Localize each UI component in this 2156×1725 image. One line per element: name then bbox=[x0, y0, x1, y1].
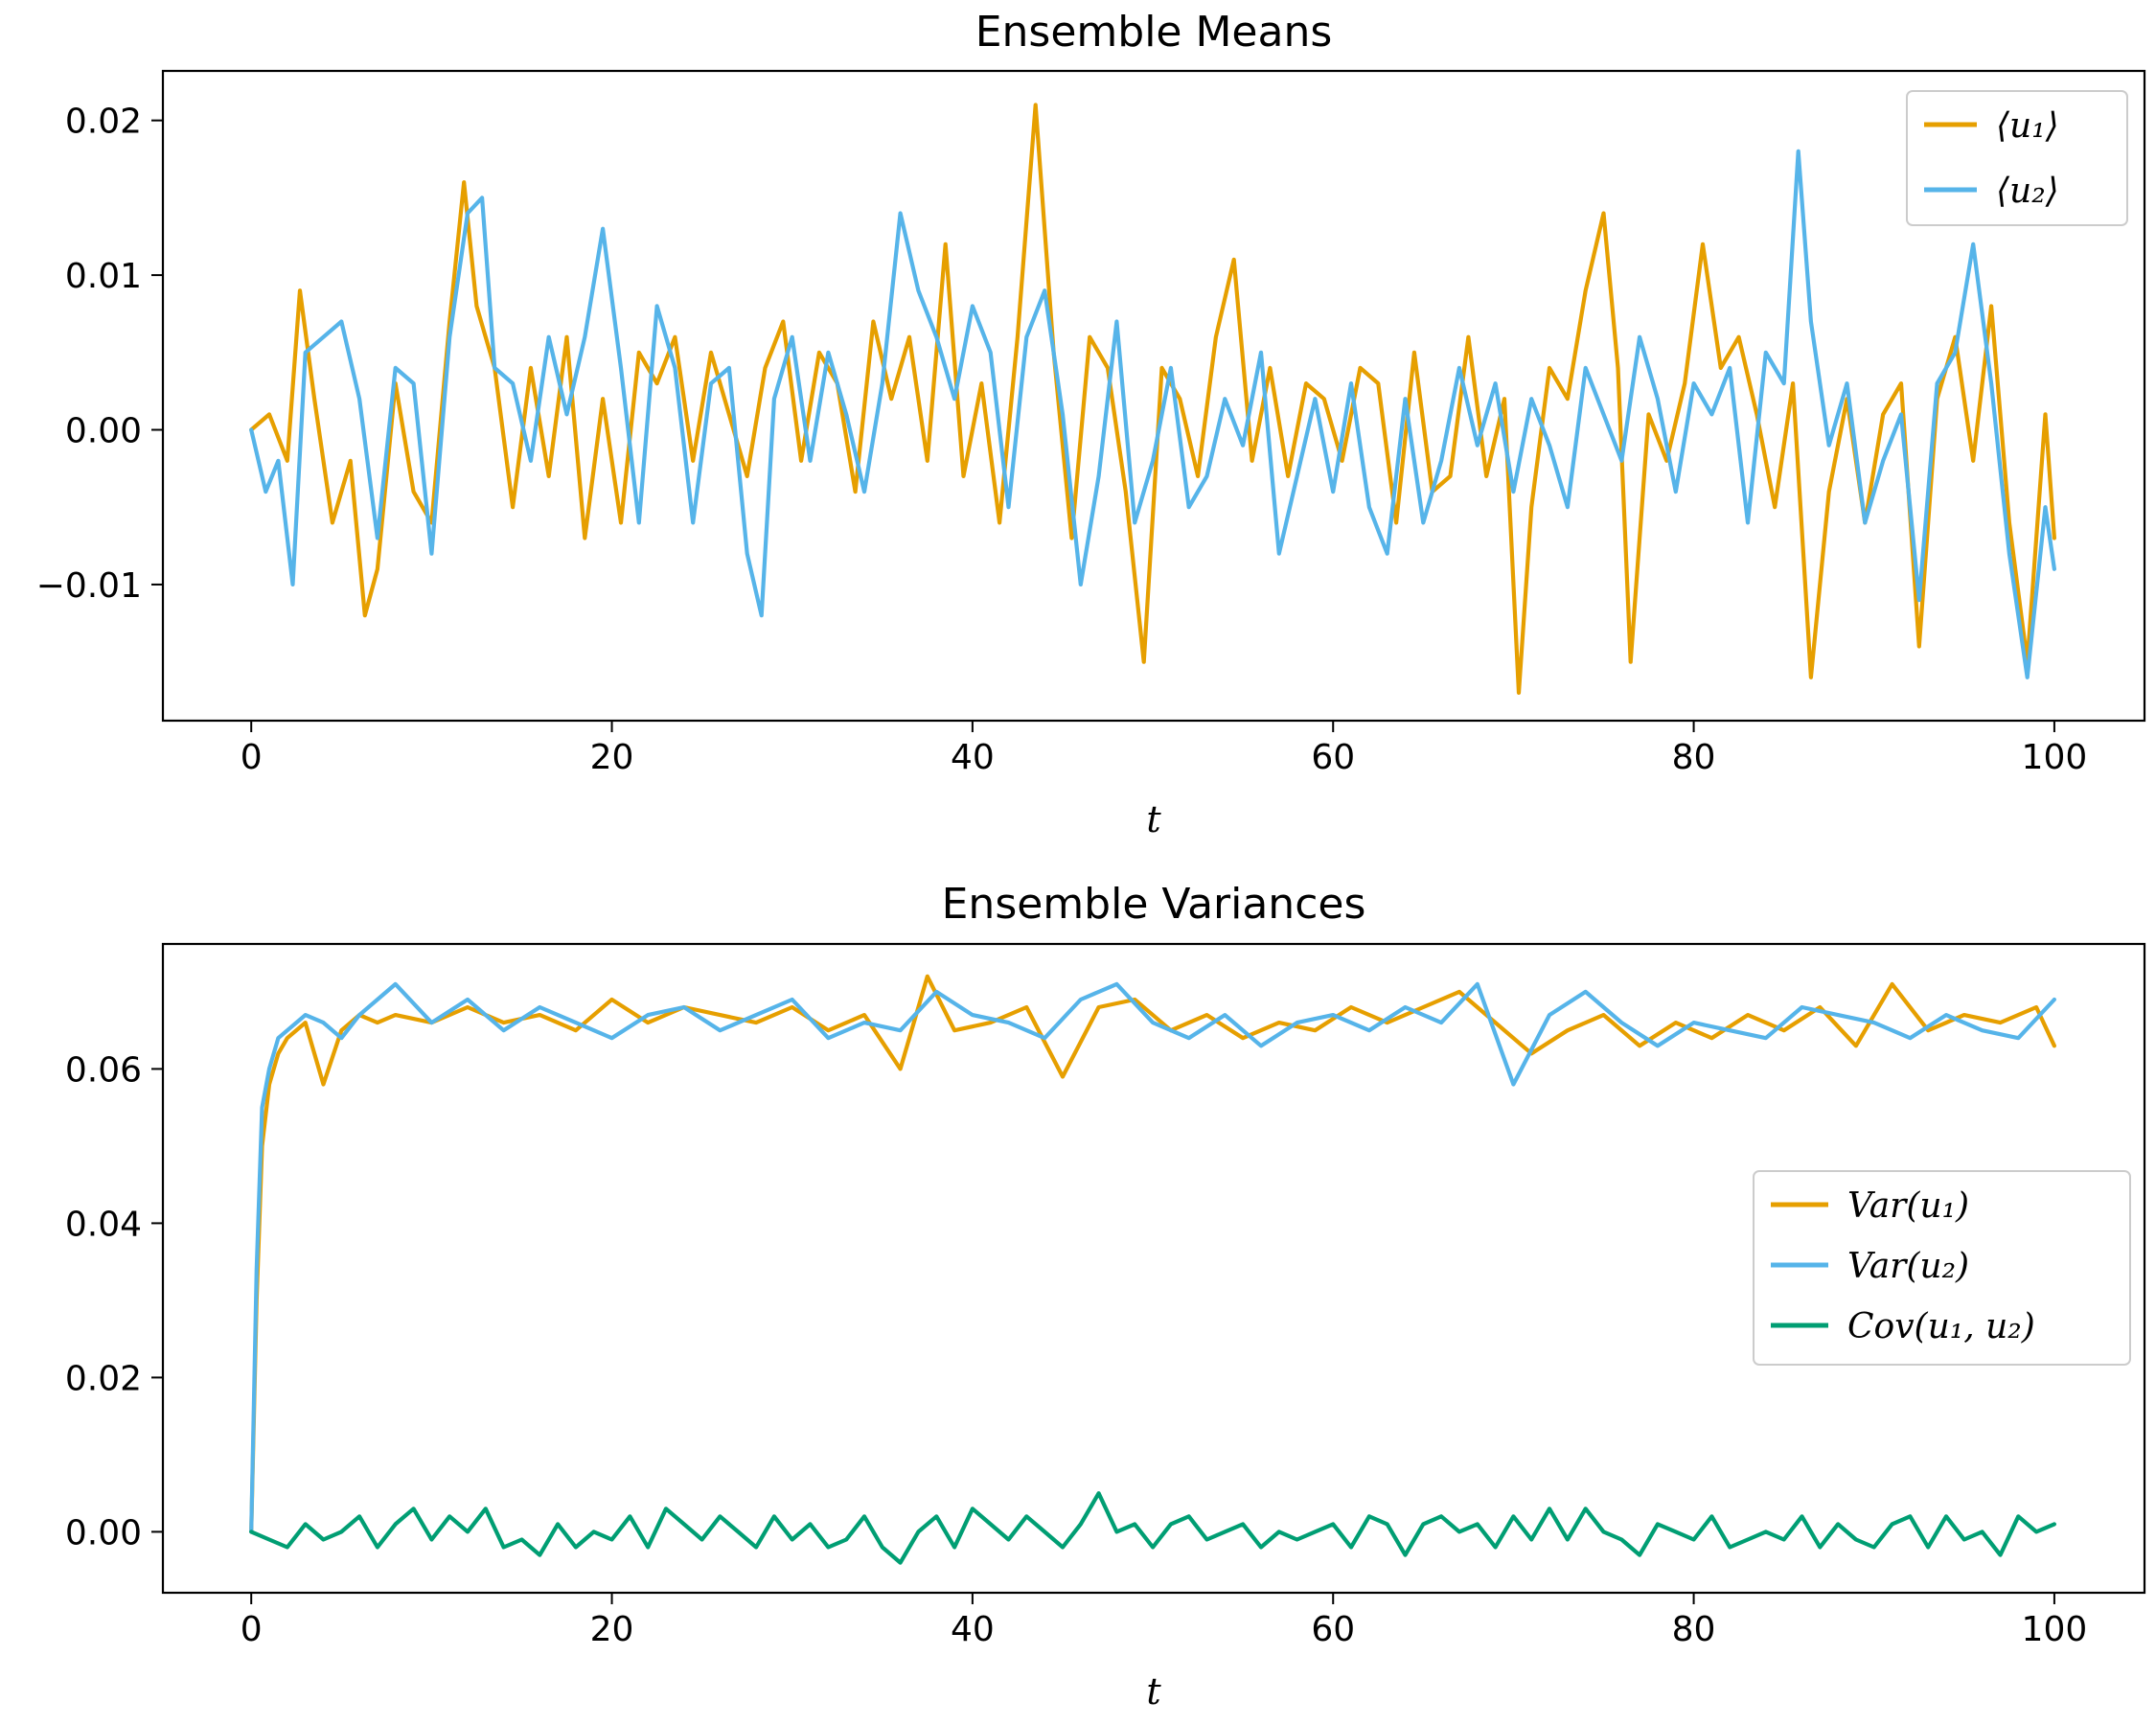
x-tick-label: 100 bbox=[2022, 1610, 2088, 1649]
x-tick-label: 100 bbox=[2022, 738, 2088, 777]
x-tick-label: 20 bbox=[590, 1610, 634, 1649]
legend-label: Cov(u₁, u₂) bbox=[1847, 1307, 2035, 1346]
series-line-2 bbox=[249, 149, 2056, 679]
plot-frame bbox=[161, 942, 2146, 1595]
y-tick-label: 0.00 bbox=[65, 1513, 142, 1552]
chart-title: Ensemble Means bbox=[975, 8, 1333, 57]
x-tick-label: 40 bbox=[951, 738, 995, 777]
x-tick-label: 0 bbox=[241, 738, 263, 777]
x-tick-label: 60 bbox=[1311, 1610, 1355, 1649]
x-tick-label: 40 bbox=[951, 1610, 995, 1649]
legend-label: ⟨u₂⟩ bbox=[1996, 172, 2059, 211]
y-tick-label: −0.01 bbox=[36, 566, 142, 606]
legend: Var(u₁) Var(u₂) Cov(u₁, u₂) bbox=[1753, 1170, 2131, 1366]
series-line-1 bbox=[249, 103, 2056, 696]
legend-label: ⟨u₁⟩ bbox=[1996, 106, 2059, 146]
x-tick-label: 80 bbox=[1672, 738, 1716, 777]
legend: ⟨u₁⟩ ⟨u₂⟩ bbox=[1906, 90, 2128, 226]
series-line-3 bbox=[249, 1491, 2056, 1565]
legend-label: Var(u₁) bbox=[1847, 1186, 1969, 1226]
y-tick-label: 0.01 bbox=[65, 257, 142, 296]
y-tick-label: 0.06 bbox=[65, 1050, 142, 1090]
y-tick-label: 0.02 bbox=[65, 1359, 142, 1398]
legend-label: Var(u₂) bbox=[1847, 1247, 1969, 1286]
x-tick-label: 20 bbox=[590, 738, 634, 777]
series-line-2 bbox=[249, 981, 2056, 1534]
x-axis-label: t bbox=[1146, 1670, 1161, 1713]
y-tick-label: 0.04 bbox=[65, 1205, 142, 1244]
x-tick-label: 80 bbox=[1672, 1610, 1716, 1649]
panel-1: 0 20 40 60 80 100 −0.01 0.00 0.01 0.02 Ensemble Me… bbox=[36, 8, 2146, 840]
y-tick-label: 0.00 bbox=[65, 412, 142, 451]
legend-box bbox=[1753, 1170, 2131, 1366]
x-axis-label: t bbox=[1146, 798, 1161, 840]
x-tick-label: 60 bbox=[1311, 738, 1355, 777]
y-tick-label: 0.02 bbox=[65, 103, 142, 142]
plot-frame bbox=[161, 69, 2146, 723]
chart-title: Ensemble Variances bbox=[942, 880, 1366, 929]
panel-2: 0 20 40 60 80 100 0.00 0.02 0.04 0.06 Ensemble Var… bbox=[65, 880, 2146, 1713]
x-tick-label: 0 bbox=[241, 1610, 263, 1649]
